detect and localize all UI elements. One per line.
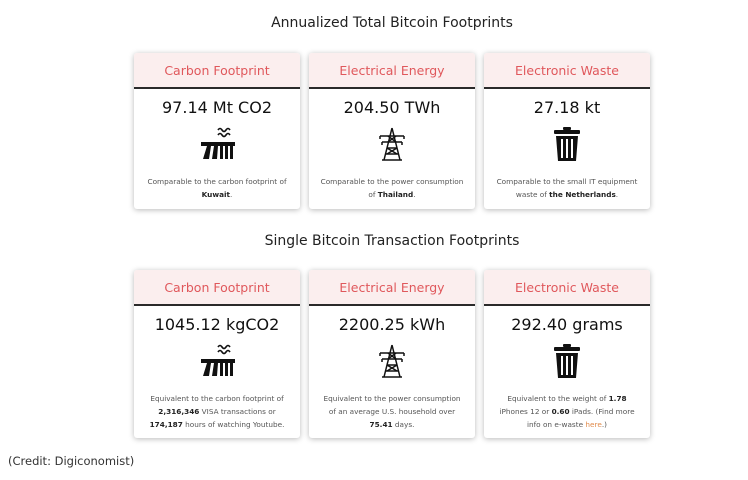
- annual-cards-row: Carbon Footprint 97.14 Mt CO2 Comparable…: [134, 53, 650, 209]
- factory-icon: [201, 344, 235, 376]
- ewaste-info-link[interactable]: here: [585, 420, 602, 429]
- card-description: Comparable to the power consumption of T…: [320, 177, 464, 199]
- power-tower-icon: [379, 344, 405, 378]
- card-description: Equivalent to the carbon footprint of 2,…: [149, 394, 285, 429]
- trash-bin-icon: [554, 127, 580, 161]
- card-value: 292.40 grams: [511, 315, 623, 334]
- card-value: 97.14 Mt CO2: [162, 98, 272, 117]
- card-header: Electronic Waste: [484, 270, 650, 306]
- annual-section-title: Annualized Total Bitcoin Footprints: [271, 15, 513, 31]
- card-value: 27.18 kt: [533, 98, 601, 117]
- card-value: 204.50 TWh: [343, 98, 441, 117]
- power-tower-icon: [379, 127, 405, 161]
- image-credit: (Credit: Digiconomist): [8, 454, 135, 468]
- annual-carbon-card: Carbon Footprint 97.14 Mt CO2 Comparable…: [134, 53, 300, 209]
- single-energy-card: Electrical Energy 2200.25 kWh Equivalent…: [309, 270, 475, 438]
- card-header: Electrical Energy: [309, 53, 475, 89]
- single-waste-card: Electronic Waste 292.40 grams Equivalent…: [484, 270, 650, 438]
- factory-icon: [201, 127, 235, 159]
- card-description: Comparable to the small IT equipment was…: [496, 177, 638, 199]
- card-description: Comparable to the carbon footprint of Ku…: [147, 177, 287, 199]
- card-value: 2200.25 kWh: [338, 315, 446, 334]
- single-cards-row: Carbon Footprint 1045.12 kgCO2 Equivalen…: [134, 270, 650, 438]
- card-header: Carbon Footprint: [134, 270, 300, 306]
- card-header: Electrical Energy: [309, 270, 475, 306]
- card-description: Equivalent to the weight of 1.78 iPhones…: [499, 394, 635, 429]
- card-description: Equivalent to the power consumption of a…: [323, 394, 461, 429]
- single-carbon-card: Carbon Footprint 1045.12 kgCO2 Equivalen…: [134, 270, 300, 438]
- card-value: 1045.12 kgCO2: [154, 315, 280, 334]
- single-section-title: Single Bitcoin Transaction Footprints: [264, 233, 520, 249]
- card-header: Carbon Footprint: [134, 53, 300, 89]
- annual-waste-card: Electronic Waste 27.18 kt Comparable to …: [484, 53, 650, 209]
- trash-bin-icon: [554, 344, 580, 378]
- card-header: Electronic Waste: [484, 53, 650, 89]
- annual-energy-card: Electrical Energy 204.50 TWh Comparable …: [309, 53, 475, 209]
